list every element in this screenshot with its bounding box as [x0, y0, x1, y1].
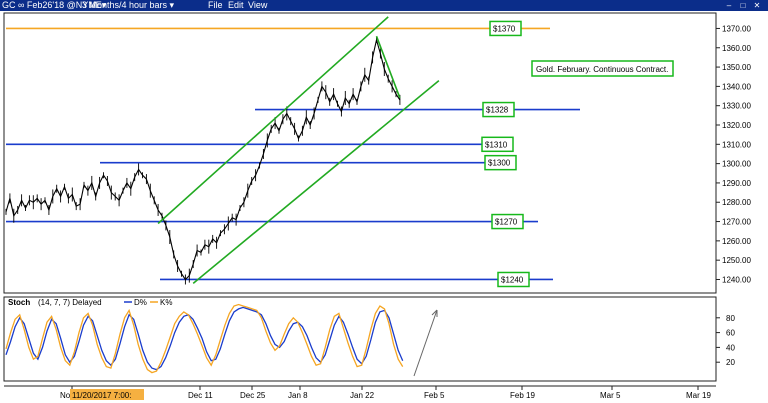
- price-tick-label: 1320.00: [722, 121, 751, 130]
- stoch-panel-frame: [3, 296, 717, 382]
- crosshair-date-bg: [70, 389, 144, 400]
- chart-annotation-box: [531, 60, 674, 77]
- price-tick-label: 1270.00: [722, 218, 751, 227]
- menu-file[interactable]: File: [208, 0, 223, 10]
- price-tick-label: 1370.00: [722, 24, 751, 33]
- date-tick-label: Dec 25: [240, 391, 266, 400]
- close-button[interactable]: ✕: [753, 1, 761, 10]
- menu-edit[interactable]: Edit: [228, 0, 244, 10]
- title-bar: GC ∞ Feb26'18 @NYME▾ 3 Months/4 hour bar…: [0, 0, 768, 11]
- date-tick-label: Dec 11: [188, 391, 213, 400]
- stoch-arrow-line: [413, 309, 438, 377]
- level-label: $1300: [488, 159, 511, 168]
- price-line: [5, 39, 401, 281]
- price-tick-label: 1360.00: [722, 44, 751, 53]
- price-tick-label: 1300.00: [722, 160, 751, 169]
- minimize-button[interactable]: –: [726, 1, 732, 10]
- date-tick-label: Mar 5: [600, 391, 621, 400]
- date-tick-label: Feb 19: [510, 391, 535, 400]
- price-tick-label: 1350.00: [722, 63, 751, 72]
- level-label: $1310: [485, 140, 508, 149]
- trend-line: [192, 79, 440, 284]
- stoch-arrow-head: [431, 309, 438, 317]
- chart-annotation-text: Gold. February. Continuous Contract.: [536, 65, 668, 74]
- stoch-tick-label: 20: [726, 358, 735, 367]
- bar-interval-selector[interactable]: 3 Months/4 hour bars ▾: [82, 0, 175, 10]
- price-tick-label: 1330.00: [722, 102, 751, 111]
- level-label-box: [491, 213, 524, 230]
- level-label-box: [482, 101, 515, 118]
- date-tick-label: Jan 8: [288, 391, 308, 400]
- level-label-box: [481, 136, 514, 153]
- price-tick-label: 1250.00: [722, 256, 751, 265]
- level-label: $1270: [495, 218, 518, 227]
- level-label: $1370: [493, 24, 516, 33]
- date-tick-label: Mar 19: [686, 391, 711, 400]
- price-tick-label: 1240.00: [722, 275, 751, 284]
- stoch-tick-label: 60: [726, 329, 735, 338]
- maximize-button[interactable]: □: [740, 1, 746, 10]
- stoch-tick-label: 80: [726, 314, 735, 323]
- price-tick-label: 1260.00: [722, 237, 751, 246]
- price-tick-label: 1280.00: [722, 198, 751, 207]
- crosshair-date-label: 11/20/2017 7:00:: [72, 391, 131, 400]
- price-tick-label: 1310.00: [722, 140, 751, 149]
- level-label-box: [484, 154, 517, 171]
- level-label: $1328: [486, 106, 509, 115]
- trend-line: [375, 35, 401, 99]
- level-label-box: [489, 20, 522, 37]
- stoch-line-k: [5, 303, 404, 374]
- menu-view[interactable]: View: [248, 0, 268, 10]
- legend-label-k: K%: [160, 298, 172, 307]
- price-tick-label: 1290.00: [722, 179, 751, 188]
- legend-label-d: D%: [134, 298, 147, 307]
- level-label-box: [497, 271, 530, 288]
- stoch-title: Stoch: [8, 298, 30, 307]
- trend-line: [157, 16, 389, 225]
- stoch-params: (14, 7, 7) Delayed: [38, 298, 102, 307]
- price-panel-frame: [3, 12, 717, 294]
- date-tick-label: Feb 5: [424, 391, 445, 400]
- level-label: $1240: [501, 275, 524, 284]
- price-tick-label: 1340.00: [722, 82, 751, 91]
- symbol-selector[interactable]: GC ∞ Feb26'18 @NYME▾: [2, 0, 107, 10]
- stoch-tick-label: 40: [726, 343, 735, 352]
- date-tick-label: Jan 22: [350, 391, 375, 400]
